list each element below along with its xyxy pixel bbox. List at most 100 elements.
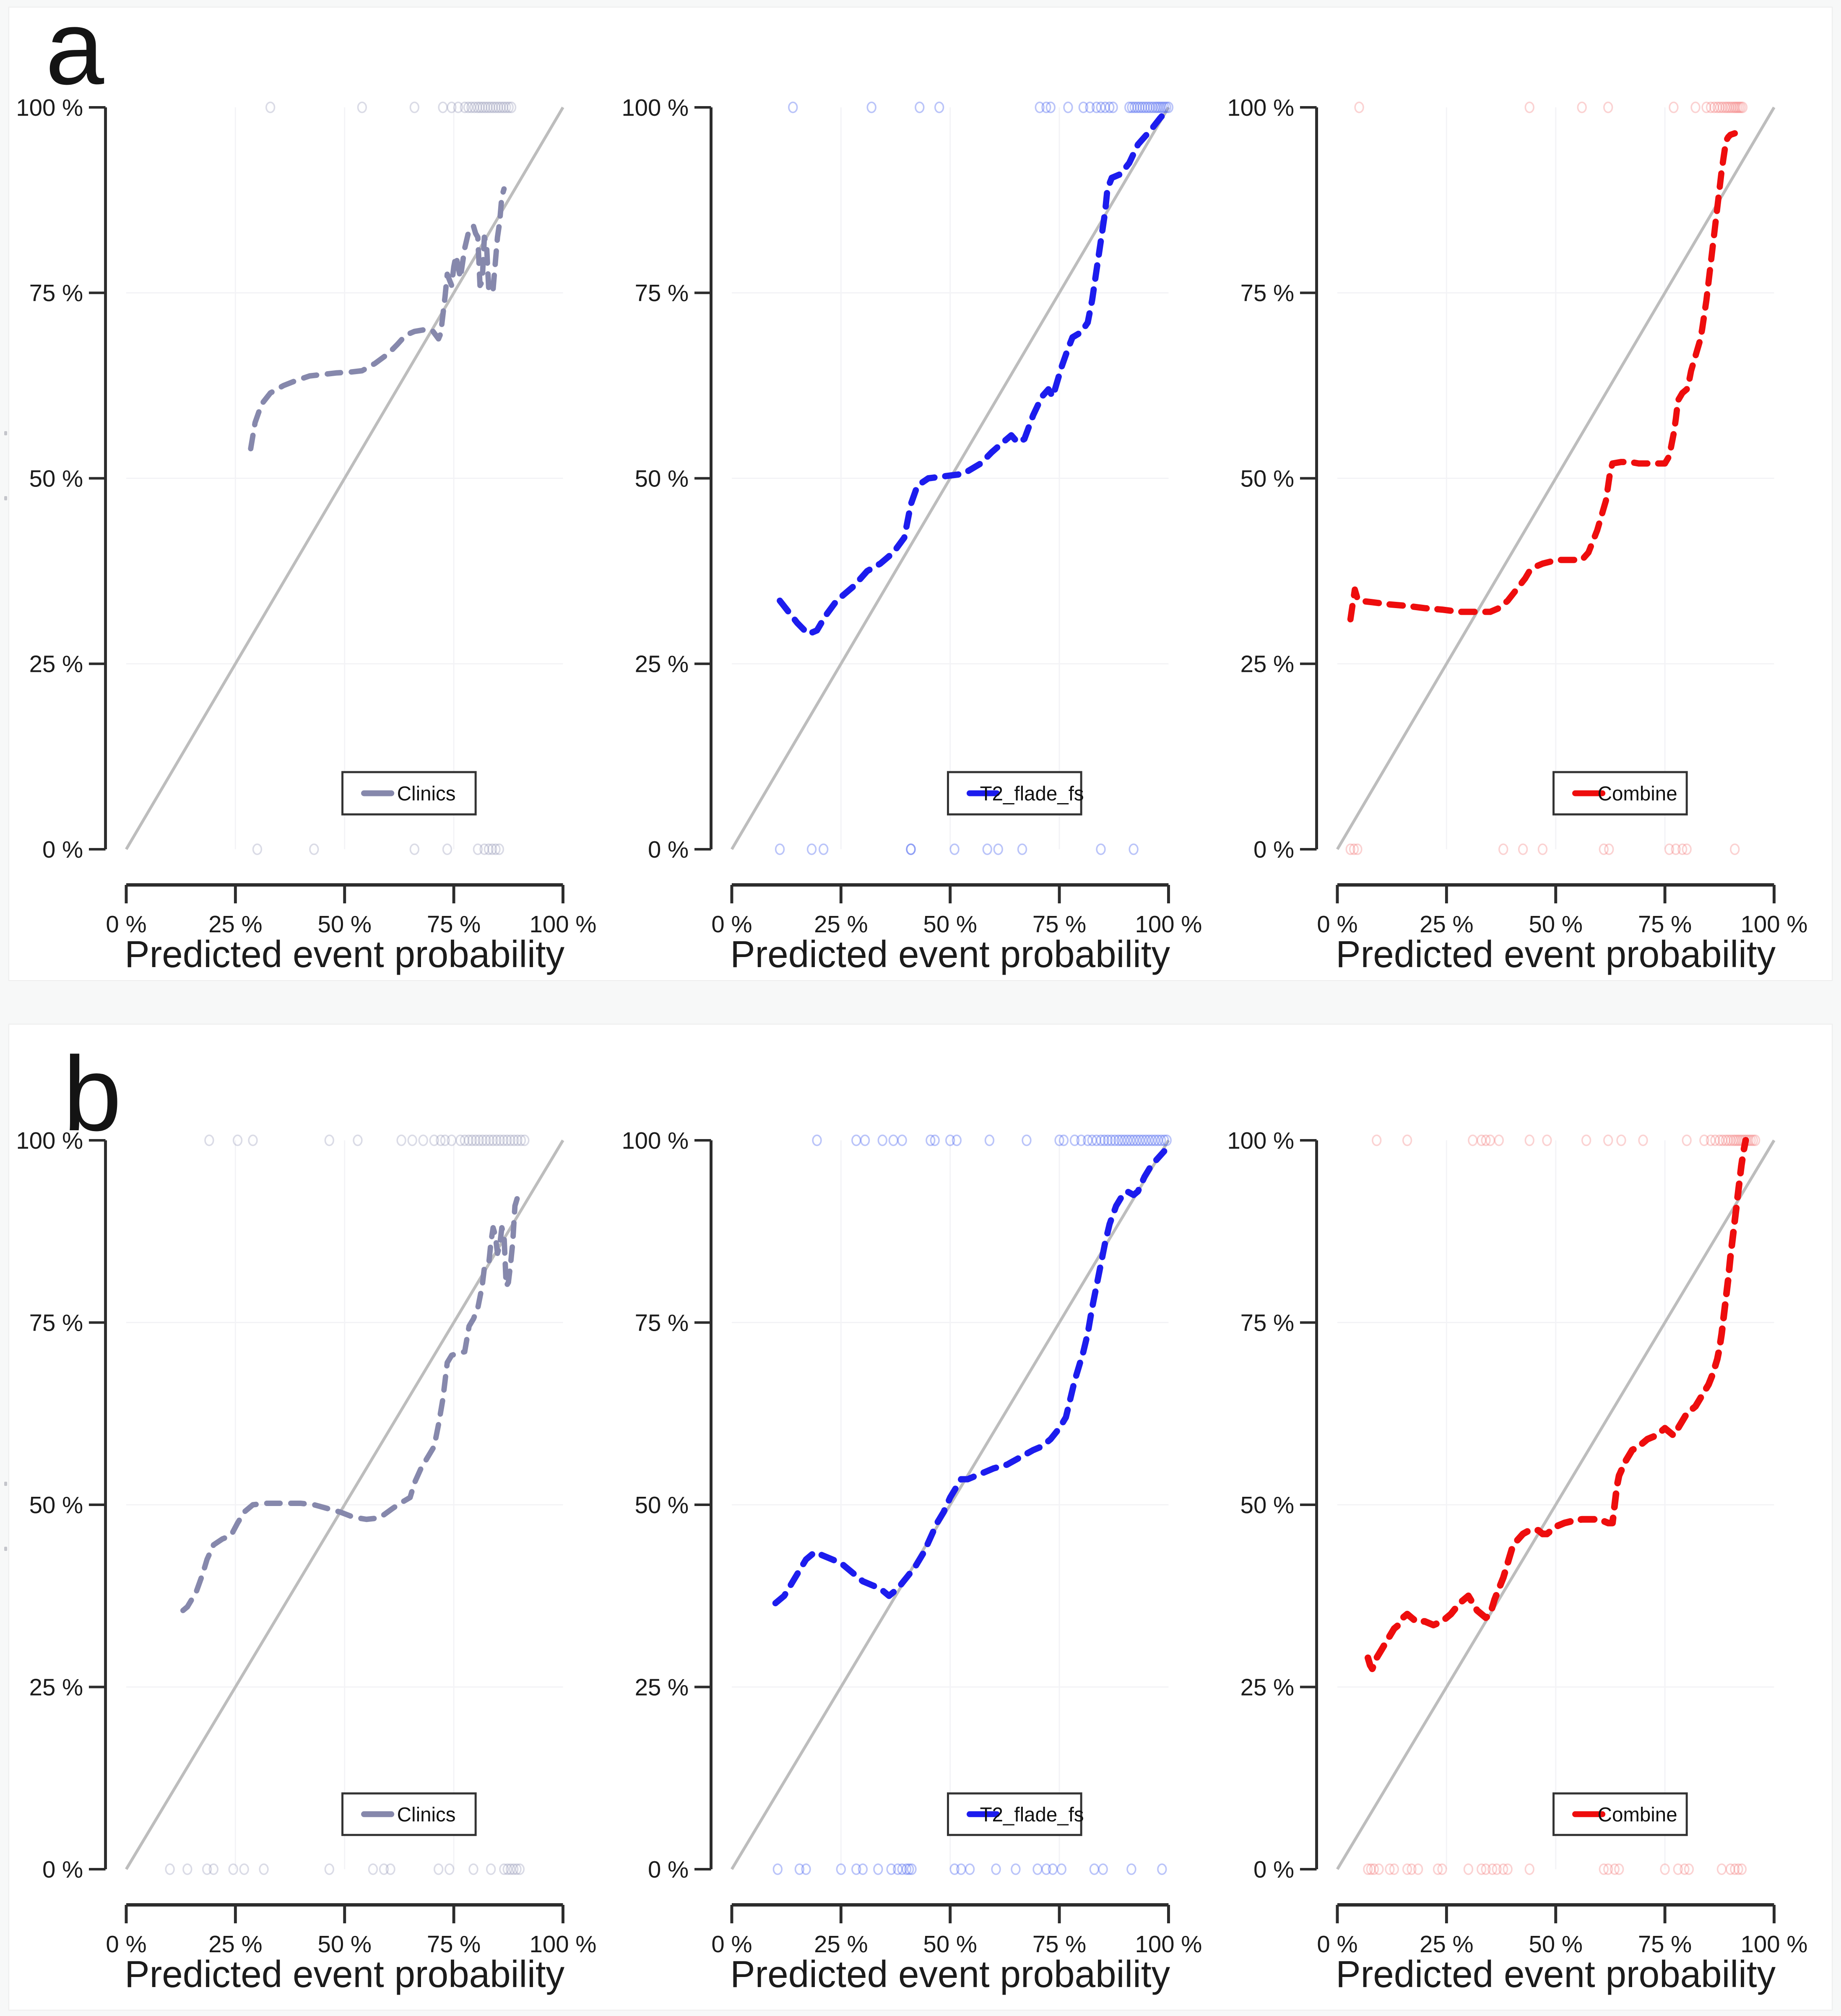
legend: Clinics [341,771,477,816]
rug-circle [460,1134,470,1146]
calibration-curve [1364,1137,1749,1673]
legend-label: Clinics [397,1804,456,1826]
rug-circle [812,1134,822,1146]
rug-circle [252,843,263,855]
rug-circle [481,1134,491,1146]
rug-circle [1058,1134,1069,1146]
rug-circle [1087,1134,1097,1146]
rug-circle [1524,1134,1534,1146]
rug-circle [483,101,493,113]
rug-circle [438,101,448,113]
y-axis-tick-label: 100 % [16,95,83,121]
y-axis-tick-label: 0 % [1253,1857,1294,1883]
rug-circle [1725,1863,1735,1875]
rug-circle [1610,1863,1620,1875]
rug-circle [851,1134,861,1146]
gridlines [1337,107,1774,849]
rug-circle [1690,101,1701,113]
rug-circle [1706,1134,1716,1146]
y-axis-tick-label: 75 % [635,280,689,307]
y-axis-tick-label: 50 % [1240,1492,1294,1519]
rug-circle [888,1134,899,1146]
rug-circle [1729,101,1739,113]
rug-circle [1701,101,1711,113]
x-axis-tick-label: 25 % [1420,1931,1473,1958]
rug-circle [1374,1863,1384,1875]
rug-circle [1129,843,1139,855]
rug-circle [956,1863,966,1875]
rug-circle [1733,1863,1743,1875]
rug-circle [1581,1134,1591,1146]
x-axis-tick-label: 0 % [106,911,146,938]
rug-marks [775,101,1174,855]
calibration-curve [772,1148,1168,1607]
legend-label: Clinics [397,783,456,805]
rug-circle [1157,101,1167,113]
rug-circle [1599,1863,1609,1875]
rug-circle [1091,1134,1102,1146]
rug-circle [466,101,476,113]
rug-circle [259,1863,269,1875]
legend: Clinics [341,1792,477,1836]
rug-circle [433,1863,444,1875]
legend-label: Combine [1598,1804,1677,1826]
row-a-label: a [45,0,104,107]
y-axis-tick-label: 25 % [1240,1674,1294,1701]
y-axis-tick-label: 100 % [16,1128,83,1154]
y-axis-tick-label: 75 % [1240,1310,1294,1336]
rug-circle [468,1863,478,1875]
rug-circle [984,1134,995,1146]
rug-circle [1035,101,1045,113]
y-axis-tick-label: 0 % [648,837,689,863]
rug-circle [491,843,501,855]
rug-marks [1345,101,1748,855]
x-axis-title: Predicted event probability [1336,1953,1776,1995]
rug-circle [1715,101,1725,113]
rug-circle [1349,843,1359,855]
rug-circle [502,1134,512,1146]
rug-circle [1724,101,1734,113]
rug-circle [1159,1134,1169,1146]
rug-circle [794,1863,805,1875]
rug-circle [1603,1863,1613,1875]
rug-circle [485,101,496,113]
x-axis-tick-label: 0 % [1317,911,1357,938]
rug-circle [429,1134,439,1146]
rug-circle [1733,1134,1743,1146]
rug-circle [495,1134,505,1146]
rug-circle [1664,843,1675,855]
rug-circle [1682,1134,1692,1146]
x-axis-tick-label: 75 % [427,911,481,938]
rug-circle [1048,1863,1058,1875]
cropped-y-axis-artifact [4,431,7,435]
rug-circle [1660,1863,1670,1875]
calibration-panel-b-combine: 100 %75 %50 %25 %0 %0 % 25 % 50 % 75 % 100 %… [1227,1128,1807,1995]
identity-diagonal-line [1336,1139,1776,1870]
rug-circle [1354,101,1364,113]
x-axis-tick-label: 0 % [106,1931,146,1958]
x-axis-tick-label: 50 % [923,911,977,938]
rug-circle [1011,1863,1021,1875]
x-axis-title: Predicted event probability [730,1953,1170,1995]
rug-circle [1150,101,1160,113]
rug-circle [478,101,488,113]
rug-circle [478,1134,488,1146]
rug-circle [1127,101,1137,113]
rug-circle [1041,1863,1051,1875]
rug-circle [484,843,494,855]
rug-circle [1684,1863,1694,1875]
rug-circle [1056,1863,1066,1875]
rug-circle [447,101,457,113]
rug-circle [499,1863,509,1875]
rug-circle [1463,1863,1474,1875]
rug-circle [1671,843,1681,855]
rug-circle [1577,101,1587,113]
rug-circle [486,1863,496,1875]
rug-circle [165,1863,175,1875]
x-axis-tick-label: 25 % [1420,911,1473,938]
rug-circle [504,101,514,113]
rug-circle [248,1134,258,1146]
rug-circle [1147,1134,1157,1146]
rug-circle [491,101,501,113]
rug-circle [1032,1863,1043,1875]
